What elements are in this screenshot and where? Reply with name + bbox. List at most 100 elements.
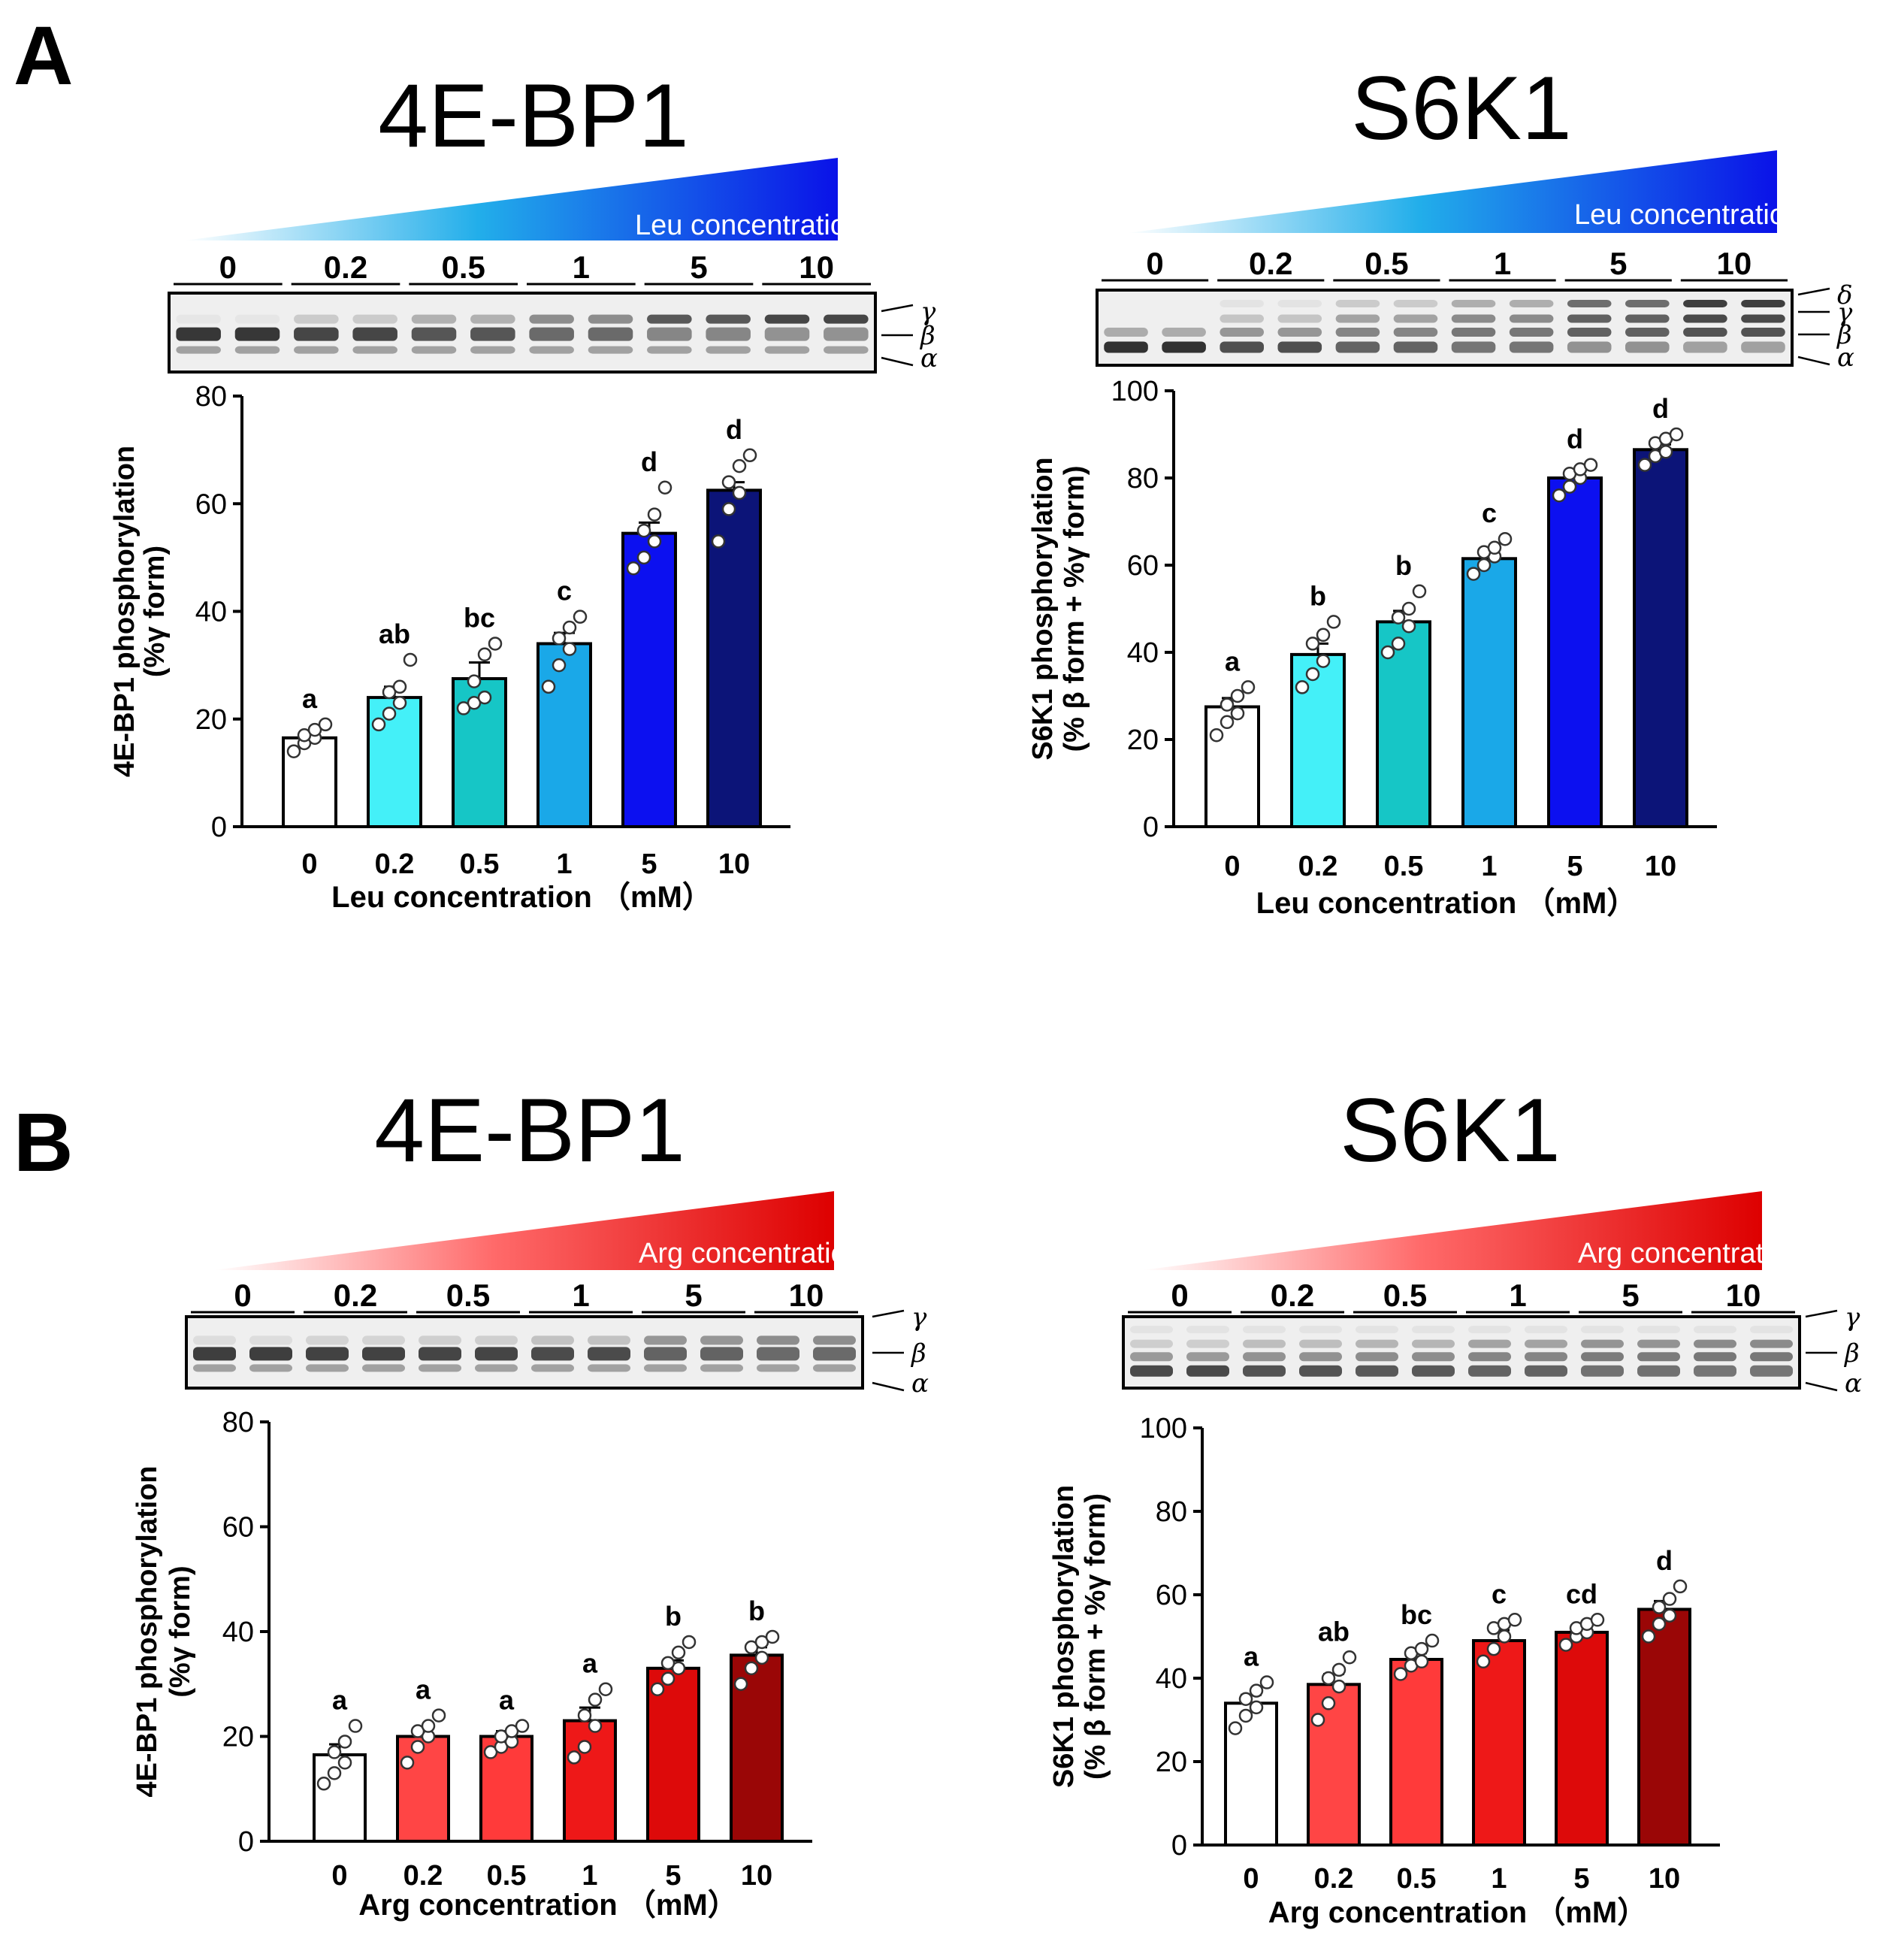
blot-band <box>475 1347 518 1361</box>
blot-band <box>193 1364 236 1372</box>
data-point <box>765 1629 780 1644</box>
blot-band <box>757 1335 799 1345</box>
blot-band <box>1243 1365 1286 1377</box>
data-point <box>721 475 736 489</box>
significance-letter: b <box>748 1596 765 1626</box>
blot-band <box>1683 314 1727 323</box>
blot-band <box>1186 1339 1229 1348</box>
data-point <box>1476 1654 1491 1669</box>
blot-band <box>531 1335 574 1345</box>
blot-band <box>1356 1326 1398 1334</box>
significance-letter: a <box>499 1685 515 1716</box>
blot-band <box>1220 314 1264 323</box>
blot-band <box>1694 1365 1736 1377</box>
data-point <box>1401 619 1416 634</box>
blot-band <box>1468 1365 1511 1377</box>
wedge-label: Arg concentration (mM) <box>1578 1238 1876 1269</box>
data-point <box>1487 540 1502 555</box>
y-axis-label: 4E-BP1 phosphorylation <box>131 1465 163 1797</box>
blot-band <box>1581 1352 1624 1362</box>
blot-band <box>764 346 810 354</box>
blot-band <box>1741 300 1785 307</box>
blot-band <box>813 1335 856 1345</box>
bar <box>1472 1639 1526 1847</box>
blot-band <box>1750 1326 1793 1334</box>
blot-band <box>294 327 339 341</box>
blot-band <box>1356 1352 1398 1362</box>
x-axis-label: Arg concentration （mM） <box>1268 1896 1647 1929</box>
blot-band <box>1243 1339 1286 1348</box>
x-tick-label: 0.5 <box>487 1860 527 1892</box>
data-point <box>327 1745 342 1759</box>
x-tick-label: 10 <box>741 1860 772 1892</box>
blot-band <box>1525 1365 1567 1377</box>
x-tick-label: 0 <box>1243 1863 1259 1895</box>
blot-band <box>1525 1352 1567 1362</box>
blot-band <box>700 1335 743 1345</box>
blot-concentration-label: 1 <box>1494 246 1511 281</box>
blot-form-label: β <box>1843 1338 1860 1369</box>
x-tick-label: 10 <box>1645 851 1676 882</box>
blot-concentration-label: 0.5 <box>441 250 485 285</box>
data-point <box>1228 1721 1243 1735</box>
data-point <box>1498 531 1513 546</box>
y-tick-label: 0 <box>1171 1830 1187 1862</box>
concentration-wedge <box>1142 1191 1762 1270</box>
data-point <box>1305 667 1320 682</box>
blot-band <box>249 1364 292 1372</box>
x-axis-label: Leu concentration （mM） <box>331 881 712 914</box>
data-point <box>1414 1641 1429 1656</box>
significance-letter: ab <box>1318 1616 1350 1647</box>
blot-band <box>1104 341 1148 353</box>
blot-band <box>588 346 633 354</box>
bar <box>621 531 677 828</box>
blot-band <box>588 1335 630 1345</box>
data-point <box>1558 1638 1573 1652</box>
blot-band <box>588 1347 630 1361</box>
blot-band <box>1335 314 1380 323</box>
x-tick-label: 5 <box>1573 1863 1589 1895</box>
blot-band <box>362 1364 405 1372</box>
blot-concentration-label: 10 <box>1717 246 1752 281</box>
blot-arrow <box>872 1381 905 1392</box>
bar <box>1307 1683 1361 1847</box>
blot-band <box>1637 1365 1680 1377</box>
wedge-label: Leu concentration (mM) <box>1574 199 1875 231</box>
significance-letter: a <box>1225 646 1241 676</box>
data-point <box>467 674 482 688</box>
data-point <box>1662 1608 1677 1623</box>
blot-band <box>1509 341 1554 353</box>
data-point <box>552 631 567 646</box>
blot-band <box>529 346 574 354</box>
blot-band <box>1683 300 1727 307</box>
blot-concentration-label: 5 <box>690 250 707 285</box>
blot-band <box>1299 1326 1342 1334</box>
data-point <box>660 1656 676 1671</box>
blot-concentration-label: 1 <box>573 250 590 285</box>
data-point <box>1669 427 1684 442</box>
x-tick-label: 0 <box>1224 851 1240 882</box>
blot-concentration-label: 10 <box>789 1278 824 1313</box>
blot-band <box>419 1347 461 1361</box>
data-point <box>403 652 418 667</box>
blot-band <box>1750 1365 1793 1377</box>
data-point <box>598 1682 613 1696</box>
blot-band <box>1694 1339 1736 1348</box>
y-tick-label: 0 <box>211 812 227 843</box>
blot-concentration-label: 1 <box>572 1278 589 1313</box>
blot-band <box>249 1347 292 1361</box>
blot-band <box>1186 1365 1229 1377</box>
data-point <box>316 1777 331 1791</box>
x-tick-label: 0.2 <box>375 848 415 880</box>
significance-letter: c <box>557 576 572 606</box>
blot-band <box>419 1335 461 1345</box>
data-point <box>562 642 577 656</box>
data-point <box>1241 680 1256 694</box>
blot-band <box>1451 328 1496 337</box>
y-tick-label: 20 <box>1127 724 1159 756</box>
data-point <box>1321 1671 1336 1686</box>
y-axis-label: S6K1 phosphorylation <box>1027 457 1059 760</box>
blot-band <box>294 314 339 324</box>
x-axis-label: Arg concentration （mM） <box>358 1889 737 1922</box>
